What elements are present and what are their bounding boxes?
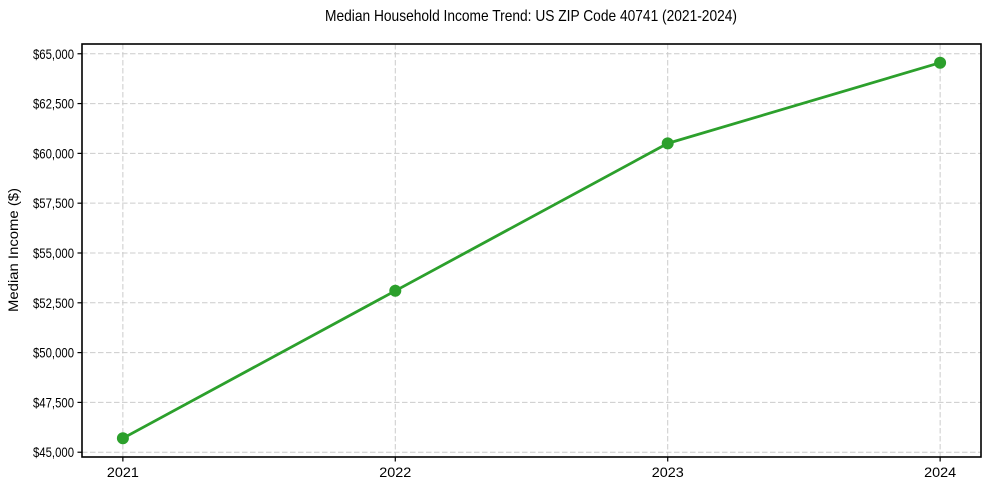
data-point-marker [661, 137, 674, 150]
y-tick-label: $60,000 [33, 145, 74, 161]
income-trend-line [121, 61, 942, 440]
y-tick-label: $65,000 [33, 46, 74, 62]
x-tick-label: 2021 [107, 464, 139, 480]
x-tick-label: 2022 [379, 464, 411, 480]
y-tick-label: $47,500 [33, 394, 74, 410]
data-point-marker [389, 284, 402, 297]
chart-title: Median Household Income Trend: US ZIP Co… [325, 8, 737, 25]
data-point-markers [116, 56, 947, 445]
plot-area-border [81, 43, 982, 458]
data-point-marker [116, 432, 129, 445]
axis-tick-marks [77, 53, 941, 462]
horizontal-gridlines [82, 53, 981, 453]
x-tick-label: 2024 [924, 464, 956, 480]
y-tick-label: $45,000 [33, 444, 74, 460]
vertical-gridlines [122, 44, 941, 457]
y-axis-label: Median Income ($) [5, 188, 21, 312]
x-axis-tick-labels: 2021 2022 2023 2024 [107, 464, 956, 480]
y-axis-tick-labels: $45,000 $47,500 $50,000 $52,500 $55,000 $57,5… [33, 46, 74, 460]
y-tick-label: $62,500 [33, 96, 74, 112]
y-tick-label: $57,500 [33, 195, 74, 211]
y-tick-label: $55,000 [33, 245, 74, 261]
x-tick-label: 2023 [652, 464, 684, 480]
y-tick-label: $52,500 [33, 295, 74, 311]
data-point-marker [934, 56, 947, 69]
y-tick-label: $50,000 [33, 345, 74, 361]
